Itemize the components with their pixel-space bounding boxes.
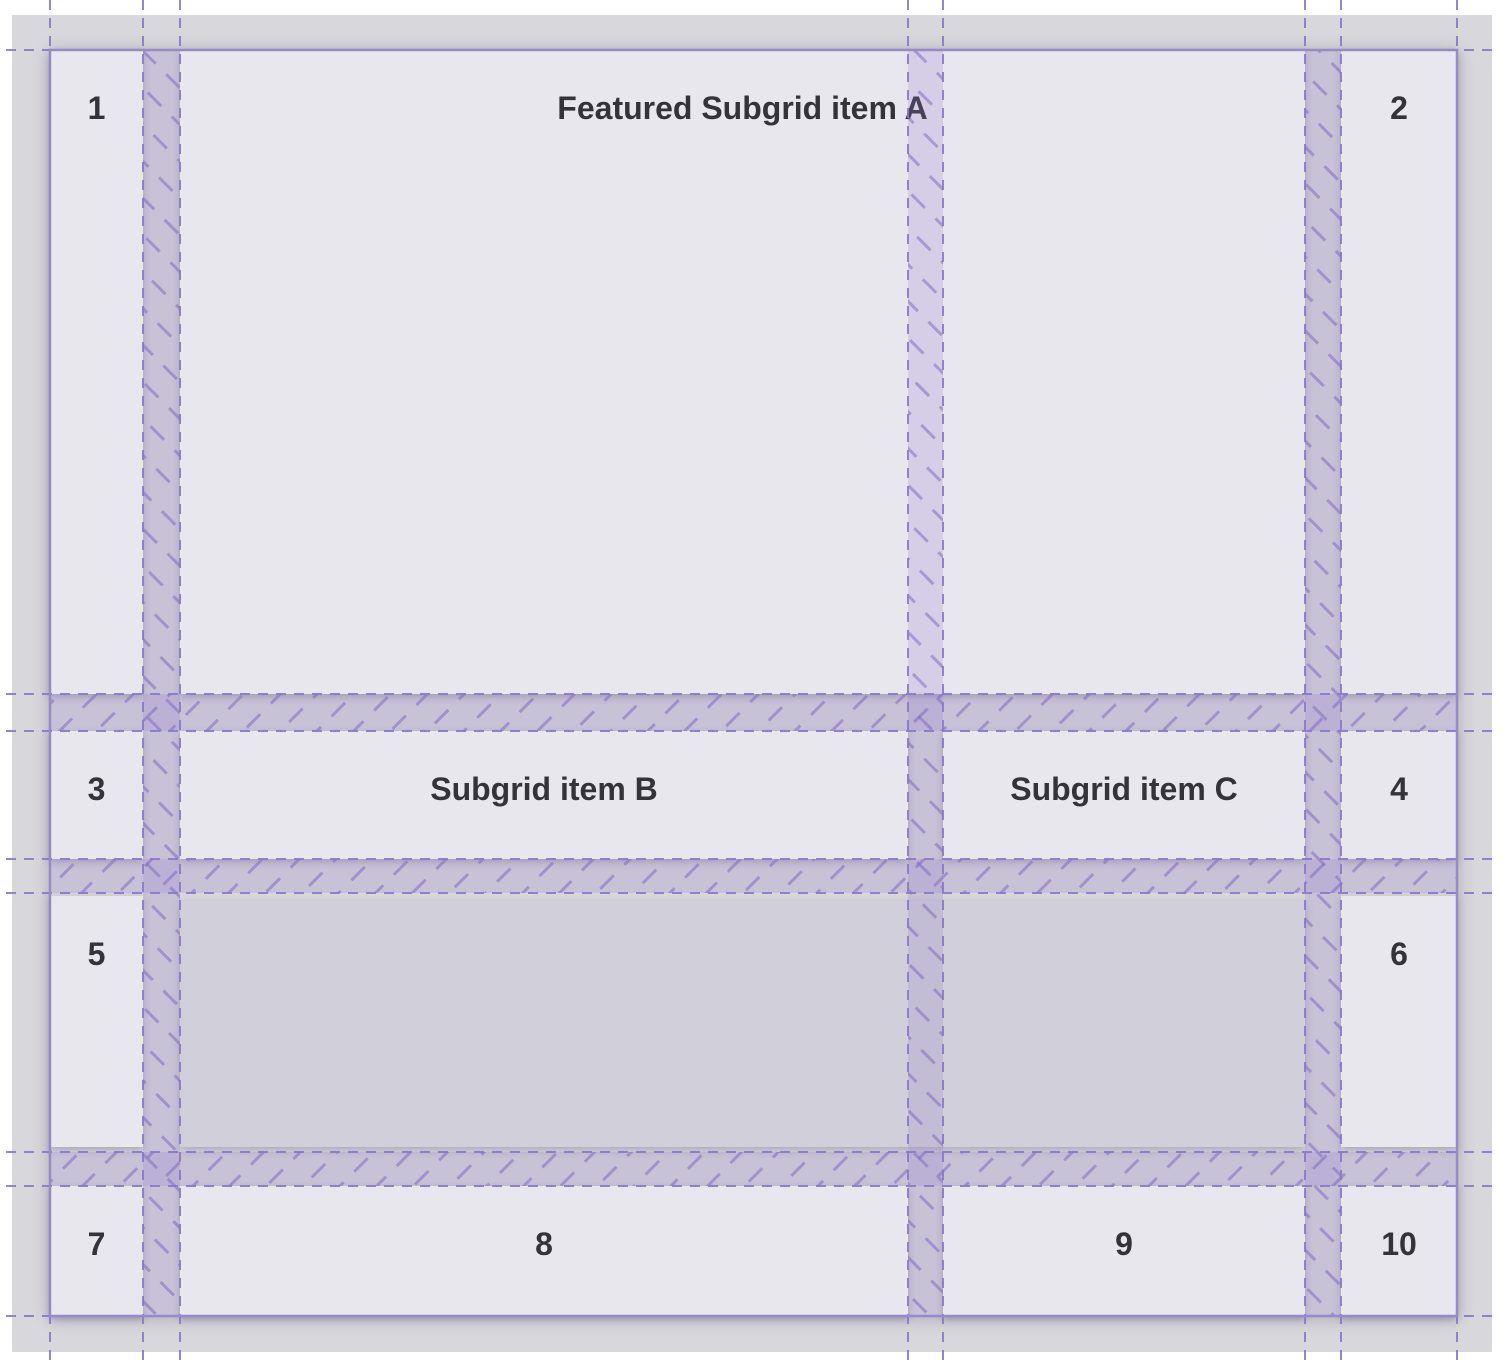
grid-item-label: Subgrid item B — [430, 771, 658, 807]
grid-item-label: 1 — [87, 90, 106, 126]
grid-item-label: 10 — [1381, 1226, 1417, 1262]
grid-item-10: 10 — [1341, 1186, 1457, 1316]
grid-item-label: Subgrid item C — [1010, 771, 1238, 807]
grid-item-5: 5 — [50, 896, 143, 1147]
grid-item-label: 8 — [535, 1226, 553, 1262]
grid-item-label: Featured Subgrid item A — [557, 90, 928, 126]
featured-subgrid-item-a: Featured Subgrid item A — [180, 50, 1305, 694]
grid-item-3: 3 — [50, 731, 143, 859]
grid-item-9: 9 — [943, 1186, 1305, 1316]
grid-item-7: 7 — [50, 1186, 143, 1316]
grid-item-label: 4 — [1390, 771, 1408, 807]
empty-grid-cell-block — [180, 901, 1305, 1147]
subgrid-item-c: Subgrid item C — [943, 731, 1305, 859]
grid-item-4: 4 — [1341, 731, 1457, 859]
grid-item-label: 2 — [1390, 90, 1408, 126]
grid-item-label: 7 — [87, 1226, 106, 1262]
grid-item-6: 6 — [1341, 896, 1457, 1147]
subgrid-item-b: Subgrid item B — [180, 731, 908, 859]
grid-item-label: 5 — [87, 936, 106, 972]
grid-item-8: 8 — [180, 1186, 908, 1316]
grid-item-label: 6 — [1390, 936, 1408, 972]
grid-item-2: 2 — [1341, 50, 1457, 694]
grid-item-label: 3 — [87, 771, 106, 807]
grid-item-1: 1 — [50, 50, 143, 694]
grid-item-label: 9 — [1115, 1226, 1133, 1262]
